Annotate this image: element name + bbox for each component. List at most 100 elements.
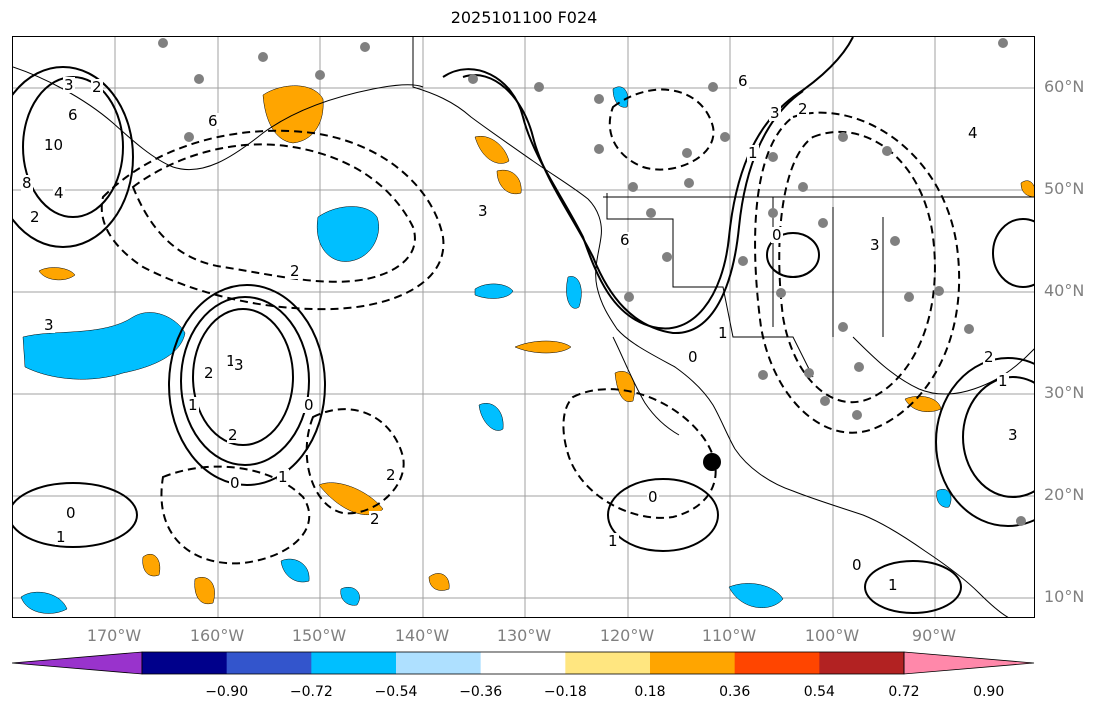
gray-station-dot-icon[interactable] — [624, 292, 634, 302]
blue-patch-south — [728, 583, 784, 608]
contour-low-southcentral — [160, 465, 311, 565]
colorbar-segment — [396, 652, 482, 674]
gray-station-dot-icon[interactable] — [768, 208, 778, 218]
colorbar-outline — [141, 651, 905, 675]
gray-station-dot-icon[interactable] — [468, 74, 478, 84]
gray-station-dot-icon[interactable] — [820, 396, 830, 406]
gray-station-dot-icon[interactable] — [184, 132, 194, 142]
blue-patch-small-2 — [478, 403, 504, 431]
alaska-coast — [13, 66, 424, 171]
gray-station-dot-icon[interactable] — [646, 208, 656, 218]
contour-low-central — [305, 408, 405, 515]
gray-station-dot-icon[interactable] — [315, 70, 325, 80]
contour-low-canada — [608, 88, 715, 171]
negative-anomaly-fills — [20, 86, 952, 614]
contour-low-gulf-alaska-outer — [100, 129, 445, 311]
contour-high-central-mid — [180, 296, 310, 466]
blue-patch-small-4 — [340, 587, 360, 606]
lon-label-170: 170°W — [86, 626, 142, 645]
gray-station-dot-icon[interactable] — [890, 236, 900, 246]
gray-station-dot-icon[interactable] — [628, 182, 638, 192]
colorbar-segment — [480, 652, 566, 674]
gray-station-dot-icon[interactable] — [768, 152, 778, 162]
gray-station-dot-icon[interactable] — [854, 362, 864, 372]
contour-high-central-outer — [168, 284, 326, 486]
gray-station-dot-icon[interactable] — [852, 410, 862, 420]
orange-patch-west — [38, 267, 76, 281]
contour-value-label: 3 — [43, 316, 55, 334]
gray-station-dot-icon[interactable] — [738, 256, 748, 266]
coastlines — [13, 37, 1034, 617]
colorbar-tick-label: 0.72 — [888, 684, 920, 700]
gray-station-dot-icon[interactable] — [360, 42, 370, 52]
contour-lines — [13, 37, 1034, 614]
gray-station-dot-icon[interactable] — [158, 38, 168, 48]
gray-station-dot-icon[interactable] — [708, 82, 718, 92]
gray-station-dot-icon[interactable] — [904, 292, 914, 302]
colorbar-tick-label: 0.36 — [719, 684, 751, 700]
gray-station-dot-icon[interactable] — [818, 218, 828, 228]
blue-patch-california — [566, 276, 582, 309]
gray-station-dot-icon[interactable] — [934, 286, 944, 296]
gray-station-dot-icon[interactable] — [534, 82, 544, 92]
gray-station-dot-icon[interactable] — [194, 74, 204, 84]
contour-value-label: 2 — [227, 426, 239, 444]
contour-value-label: 1 — [187, 396, 199, 414]
colorbar-tick-label: −0.72 — [289, 684, 333, 700]
gray-station-dot-icon[interactable] — [998, 38, 1008, 48]
colorbar-tick-label: −0.36 — [459, 684, 503, 700]
gray-station-dot-icon[interactable] — [720, 132, 730, 142]
colorbar-segments — [12, 651, 1035, 675]
gray-station-dot-icon[interactable] — [804, 368, 814, 378]
orange-patch-baja-west — [514, 340, 572, 354]
contour-value-label: 0 — [687, 348, 699, 366]
black-dot-marker-icon[interactable] — [703, 453, 721, 471]
contour-value-label: 3 — [869, 236, 881, 254]
gray-station-dot-icon[interactable] — [594, 144, 604, 154]
colorbar-segment — [819, 652, 905, 674]
lon-label-100: 100°W — [804, 626, 860, 645]
gray-station-dot-icon[interactable] — [258, 52, 268, 62]
colorbar-tick-label: −0.90 — [205, 684, 249, 700]
lon-label-110: 110°W — [701, 626, 757, 645]
gray-station-dot-icon[interactable] — [838, 322, 848, 332]
gray-station-dot-icon[interactable] — [776, 288, 786, 298]
orange-patch-south-2 — [194, 577, 215, 605]
contour-value-label: 2 — [385, 466, 397, 484]
gray-station-dot-icon[interactable] — [758, 370, 768, 380]
lon-label-150: 150°W — [291, 626, 347, 645]
lat-label-60: 60°N — [1044, 77, 1085, 96]
contour-small-high-plains — [766, 232, 820, 278]
gray-station-dot-icon[interactable] — [1016, 516, 1026, 526]
contour-value-label: 1 — [277, 468, 289, 486]
gray-station-dot-icon[interactable] — [662, 252, 672, 262]
contour-value-label: 10 — [43, 136, 65, 154]
blue-patch-small-3 — [280, 558, 310, 583]
contour-value-label: 3 — [769, 104, 781, 122]
gray-station-dot-icon[interactable] — [798, 182, 808, 192]
lon-label-130: 130°W — [496, 626, 552, 645]
gray-station-dot-icon[interactable] — [594, 94, 604, 104]
contour-value-label: 2 — [203, 364, 215, 382]
contour-value-label: 0 — [65, 504, 77, 522]
gray-station-dot-icon[interactable] — [882, 146, 892, 156]
contour-value-label: 6 — [67, 106, 79, 124]
contour-high-south — [607, 478, 719, 552]
gray-station-dot-icon[interactable] — [964, 324, 974, 334]
gray-station-dot-icon[interactable] — [838, 132, 848, 142]
colorbar — [12, 651, 1035, 675]
colorbar-segment — [142, 652, 228, 674]
contour-value-label: 6 — [737, 72, 749, 90]
colorbar-segment — [226, 652, 312, 674]
gray-station-dot-icon[interactable] — [682, 148, 692, 158]
gray-station-dot-icon[interactable] — [684, 178, 694, 188]
colorbar-tick-label: 0.90 — [973, 684, 1005, 700]
map-panel[interactable]: 3 2 6 10 8 4 2 6 3 2 3 1 3 2 1 2 0 1 0 2 1 0 2 1 0 6 3 2 1 0 1 3 0 6 2 1 0 1 4… — [12, 36, 1035, 618]
lon-label-140: 140°W — [394, 626, 450, 645]
gulf-coast — [852, 336, 1034, 395]
contour-value-label: 3 — [233, 356, 245, 374]
lat-label-40: 40°N — [1044, 281, 1085, 300]
lon-label-90: 90°W — [911, 626, 957, 645]
colorbar-tick-label: 0.54 — [803, 684, 835, 700]
contour-high-northwest-1 — [22, 76, 124, 218]
